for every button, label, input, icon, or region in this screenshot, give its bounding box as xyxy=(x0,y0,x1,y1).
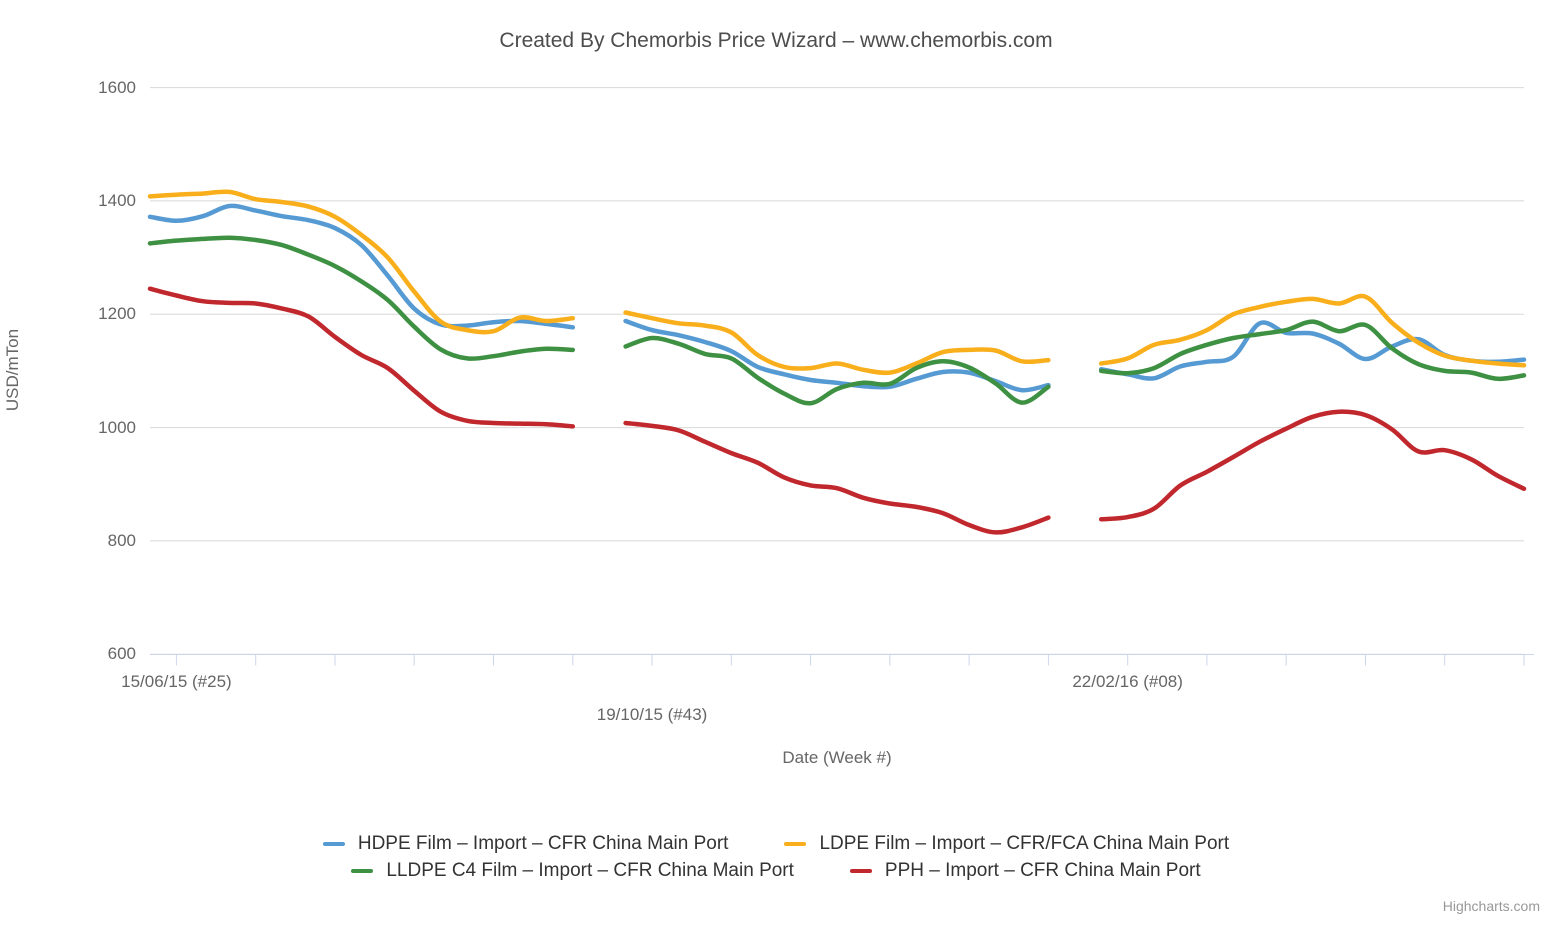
series-line-pph[interactable] xyxy=(1098,409,1527,522)
series-line-lldpe[interactable] xyxy=(147,235,576,361)
y-axis-label-1200: 1200 xyxy=(98,304,136,324)
y-axis-label-600: 600 xyxy=(107,644,136,664)
series-line-hdpe[interactable] xyxy=(147,203,576,330)
legend-row-0: HDPE Film – Import – CFR China Main Port… xyxy=(322,833,1229,855)
series-lines xyxy=(147,189,1527,535)
series-line-hdpe[interactable] xyxy=(623,318,1051,393)
series-line-lldpe[interactable] xyxy=(623,335,1051,406)
series-line-ldpe[interactable] xyxy=(1098,293,1527,368)
x-axis-label-0: 15/06/15 (#25) xyxy=(121,672,232,691)
x-axis-label-2: 22/02/16 (#08) xyxy=(1072,672,1183,691)
legend-marker-pph xyxy=(849,869,872,873)
legend-item-ldpe[interactable]: LDPE Film – Import – CFR/FCA China Main … xyxy=(784,833,1229,855)
legend-label-pph: PPH – Import – CFR China Main Port xyxy=(884,860,1201,881)
highcharts-credits[interactable]: Highcharts.com xyxy=(1442,898,1540,914)
y-axis-label-1600: 1600 xyxy=(98,77,136,97)
legend: HDPE Film – Import – CFR China Main Port… xyxy=(0,833,1552,882)
legend-marker-hdpe xyxy=(322,842,345,846)
legend-label-ldpe: LDPE Film – Import – CFR/FCA China Main … xyxy=(819,833,1230,854)
series-line-ldpe[interactable] xyxy=(147,189,576,335)
series-line-ldpe[interactable] xyxy=(623,310,1051,376)
legend-item-pph[interactable]: PPH – Import – CFR China Main Port xyxy=(849,860,1201,882)
series-line-pph[interactable] xyxy=(147,286,576,429)
legend-item-lldpe[interactable]: LLDPE C4 Film – Import – CFR China Main … xyxy=(351,860,794,882)
legend-label-lldpe: LLDPE C4 Film – Import – CFR China Main … xyxy=(386,860,794,881)
series-line-pph[interactable] xyxy=(623,420,1051,535)
x-axis-ticks xyxy=(175,654,1525,666)
y-axis-label-800: 800 xyxy=(107,530,136,550)
legend-marker-ldpe xyxy=(784,842,807,846)
x-axis-title: Date (Week #) xyxy=(782,748,892,767)
y-axis-label-1000: 1000 xyxy=(98,417,136,437)
chart-title: Created By Chemorbis Price Wizard – www.… xyxy=(499,29,1053,52)
legend-row-1: LLDPE C4 Film – Import – CFR China Main … xyxy=(351,860,1201,882)
legend-marker-lldpe xyxy=(351,869,374,873)
y-gridlines xyxy=(150,87,1524,655)
legend-item-hdpe[interactable]: HDPE Film – Import – CFR China Main Port xyxy=(322,833,729,855)
series-line-lldpe[interactable] xyxy=(1098,319,1527,382)
y-axis-label-1400: 1400 xyxy=(98,190,136,210)
legend-label-hdpe: HDPE Film – Import – CFR China Main Port xyxy=(357,833,729,854)
x-axis-label-1: 19/10/15 (#43) xyxy=(596,705,708,724)
